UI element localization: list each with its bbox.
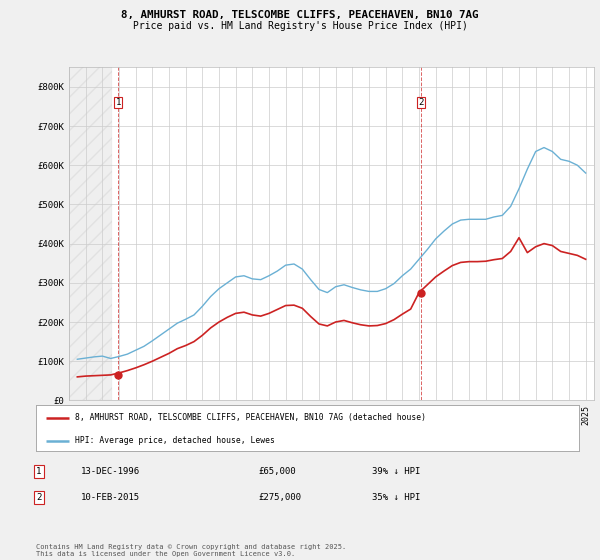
Text: £275,000: £275,000	[258, 493, 301, 502]
Text: 35% ↓ HPI: 35% ↓ HPI	[372, 493, 421, 502]
Text: HPI: Average price, detached house, Lewes: HPI: Average price, detached house, Lewe…	[75, 436, 275, 445]
Text: Contains HM Land Registry data © Crown copyright and database right 2025.
This d: Contains HM Land Registry data © Crown c…	[36, 544, 346, 557]
Text: 2: 2	[418, 98, 424, 107]
Text: 13-DEC-1996: 13-DEC-1996	[81, 467, 140, 476]
Text: 8, AMHURST ROAD, TELSCOMBE CLIFFS, PEACEHAVEN, BN10 7AG: 8, AMHURST ROAD, TELSCOMBE CLIFFS, PEACE…	[121, 10, 479, 20]
Text: Price paid vs. HM Land Registry's House Price Index (HPI): Price paid vs. HM Land Registry's House …	[133, 21, 467, 31]
Text: £65,000: £65,000	[258, 467, 296, 476]
Text: 10-FEB-2015: 10-FEB-2015	[81, 493, 140, 502]
Text: 2: 2	[37, 493, 41, 502]
Text: 8, AMHURST ROAD, TELSCOMBE CLIFFS, PEACEHAVEN, BN10 7AG (detached house): 8, AMHURST ROAD, TELSCOMBE CLIFFS, PEACE…	[75, 413, 426, 422]
Text: 1: 1	[115, 98, 121, 107]
Text: 1: 1	[37, 467, 41, 476]
Text: 39% ↓ HPI: 39% ↓ HPI	[372, 467, 421, 476]
Bar	[69, 67, 112, 400]
